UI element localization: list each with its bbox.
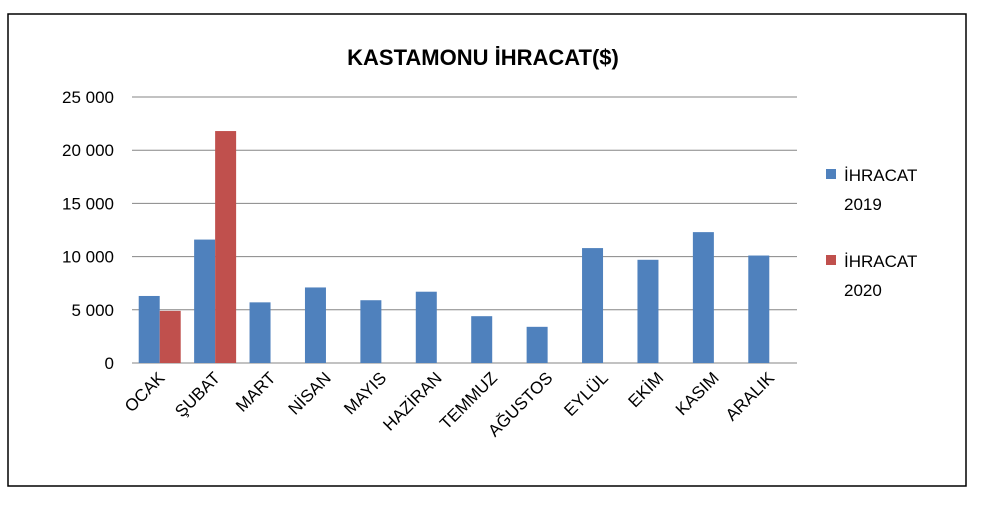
- legend-item: İHRACAT 2020: [826, 252, 917, 300]
- bar: [138, 295, 160, 363]
- bar: [360, 300, 382, 363]
- legend-swatch: [826, 169, 836, 179]
- bar: [194, 239, 216, 363]
- y-tick-label: 0: [105, 354, 114, 373]
- legend-swatch: [826, 255, 836, 265]
- bar: [748, 255, 770, 363]
- y-tick-label: 20 000: [62, 141, 114, 160]
- y-axis-ticks: 0 5 000 10 000 15 000 20 000 25 000: [62, 88, 114, 373]
- legend-label: İHRACAT: [844, 252, 917, 271]
- y-tick-label: 15 000: [62, 194, 114, 213]
- legend-item: İHRACAT 2019: [826, 166, 917, 214]
- bar: [526, 326, 548, 363]
- legend: İHRACAT 2019 İHRACAT 2020: [826, 166, 917, 300]
- bar: [304, 287, 326, 363]
- legend-label: 2020: [844, 281, 882, 300]
- y-tick-label: 25 000: [62, 88, 114, 107]
- y-tick-label: 5 000: [71, 301, 114, 320]
- bars: [138, 131, 770, 363]
- legend-label: 2019: [844, 195, 882, 214]
- bar: [159, 310, 181, 363]
- y-tick-label: 10 000: [62, 248, 114, 267]
- bar: [637, 259, 659, 363]
- legend-label: İHRACAT: [844, 166, 917, 185]
- gridlines: [132, 96, 797, 364]
- bar: [582, 248, 604, 363]
- bar: [471, 316, 493, 363]
- bar: [415, 291, 437, 363]
- bar: [215, 131, 237, 363]
- bar: [692, 232, 714, 363]
- bar: [249, 302, 271, 363]
- chart-title: KASTAMONU İHRACAT($): [347, 45, 619, 70]
- chart-border: [7, 13, 967, 487]
